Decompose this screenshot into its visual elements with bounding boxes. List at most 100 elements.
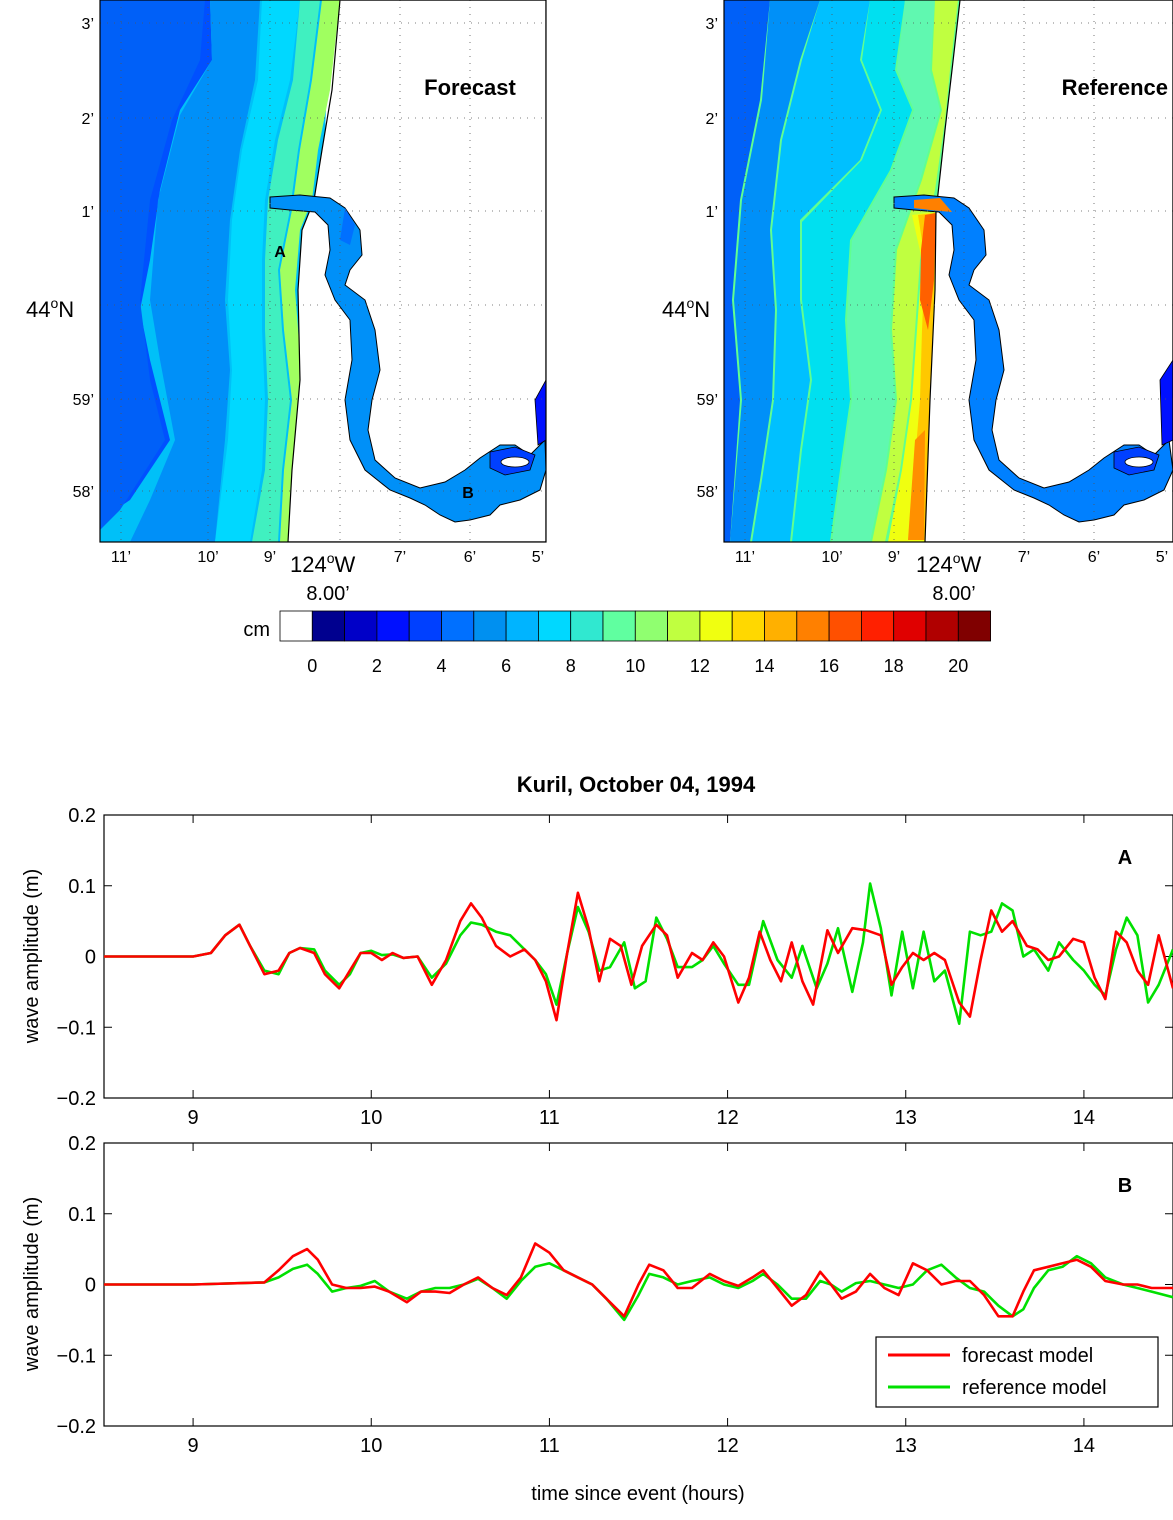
colorbar-cell [279, 610, 313, 642]
map2-ytick: 3’ [706, 16, 718, 33]
chart-title: Kuril, October 04, 1994 [517, 772, 756, 797]
colorbar-cell [602, 610, 636, 642]
colorbar-cell [667, 610, 701, 642]
y-tick-label: 0.2 [68, 805, 96, 827]
colorbar-tick: 6 [501, 656, 511, 676]
plot-b-xlabel: time since event (hours) [531, 1483, 744, 1505]
forecast-model-line [104, 1242, 1173, 1318]
map1-xtick: 5’ [532, 549, 544, 566]
y-tick-label: 0 [85, 1275, 96, 1297]
point-b-label: B [462, 485, 474, 502]
map2-lon-label: 124oW [916, 550, 982, 577]
legend-label-forecast: forecast model [962, 1345, 1093, 1367]
colorbar-cell [538, 610, 572, 642]
colorbar-cell [861, 610, 895, 642]
colorbar-tick: 12 [690, 656, 710, 676]
map2-xtick: 6’ [1088, 549, 1100, 566]
x-tick-label: 12 [716, 1435, 738, 1457]
y-tick-label: −0.2 [57, 1416, 96, 1438]
y-tick-label: −0.1 [57, 1017, 96, 1039]
y-tick-label: −0.2 [57, 1088, 96, 1110]
forecast-map: Forecast A B 3’ 2’ 1’ 59’ 58’ 11’ 10’ 9’… [26, 0, 547, 605]
map1-ytick: 58’ [73, 484, 94, 501]
plot-b-series [104, 1242, 1173, 1322]
legend-box [875, 1336, 1159, 1408]
colorbar: cm 0 2 4 6 8 10 12 14 16 18 20 [243, 610, 991, 676]
colorbar-cell [473, 610, 507, 642]
colorbar-cell [764, 610, 798, 642]
y-tick-label: 0.1 [68, 876, 96, 898]
panel-label-b: B [1118, 1175, 1132, 1197]
colorbar-cell [634, 610, 668, 642]
map2-xtick: 10’ [821, 549, 842, 566]
colorbar-cell [441, 610, 475, 642]
reference-map: Reference 3’ 2’ 1’ 59’ 58’ 11’ 10’ 9’ 7’… [662, 0, 1173, 605]
x-tick-label: 14 [1073, 1435, 1095, 1457]
y-tick-label: 0.1 [68, 1204, 96, 1226]
plot-a-ylabel: wave amplitude (m) [21, 869, 43, 1045]
map2-lon-sub: 8.00’ [932, 583, 975, 605]
map1-ytick: 2’ [82, 111, 94, 128]
colorbar-cell [925, 610, 959, 642]
plot-b-ylabel: wave amplitude (m) [21, 1197, 43, 1373]
colorbar-cell [505, 610, 539, 642]
colorbar-cell [376, 610, 410, 642]
panel-label-a: A [1118, 847, 1132, 869]
colorbar-ticks: 0 2 4 6 8 10 12 14 16 18 20 [307, 656, 968, 676]
colorbar-cell [408, 610, 442, 642]
map2-ytick: 59’ [697, 392, 718, 409]
plot-a-axes: 9 10 11 12 13 14 0.2 0.1 0 −0.1 −0.2 [57, 805, 1173, 1129]
colorbar-cell [344, 610, 378, 642]
colorbar-tick: 18 [884, 656, 904, 676]
colorbar-tick: 0 [307, 656, 317, 676]
map1-ytick: 3’ [82, 16, 94, 33]
map2-ytick: 1’ [706, 204, 718, 221]
x-tick-label: 11 [539, 1107, 560, 1129]
x-tick-label: 13 [895, 1107, 917, 1129]
colorbar-cell [731, 610, 765, 642]
map1-xtick: 7’ [394, 549, 406, 566]
forecast-model-line [104, 891, 1173, 1022]
colorbar-tick: 2 [372, 656, 382, 676]
colorbar-cell [311, 610, 345, 642]
map1-lon-label: 124oW [290, 550, 356, 577]
map2-xtick: 7’ [1018, 549, 1030, 566]
map2-lat-label: 44oN [662, 295, 710, 322]
reference-label: Reference [1062, 75, 1168, 100]
legend-label-reference: reference model [962, 1377, 1107, 1399]
plot-a-series [104, 882, 1173, 1026]
plot-b: 9 10 11 12 13 14 0.2 0.1 0 −0.1 −0.2 B wave amplit… [21, 1133, 1173, 1505]
colorbar-cell [957, 610, 991, 642]
colorbar-tick: 16 [819, 656, 839, 676]
y-tick-label: −0.1 [57, 1345, 96, 1367]
map1-lat-label: 44oN [26, 295, 74, 322]
colorbar-cell [828, 610, 862, 642]
map1-xtick: 11’ [111, 549, 131, 566]
map1-ytick: 1’ [82, 204, 94, 221]
x-tick-label: 9 [188, 1435, 199, 1457]
colorbar-cell [699, 610, 733, 642]
x-tick-label: 12 [716, 1107, 738, 1129]
map2-xtick: 11’ [735, 549, 755, 566]
colorbar-tick: 20 [948, 656, 968, 676]
forecast-label: Forecast [424, 75, 516, 100]
map1-xtick: 10’ [197, 549, 218, 566]
point-a-label: A [274, 244, 286, 261]
colorbar-unit: cm [243, 619, 270, 641]
y-tick-label: 0 [85, 947, 96, 969]
colorbar-cell [796, 610, 830, 642]
x-tick-label: 10 [360, 1107, 382, 1129]
x-tick-label: 9 [188, 1107, 199, 1129]
map2-xtick: 5’ [1156, 549, 1168, 566]
x-tick-label: 14 [1073, 1107, 1095, 1129]
colorbar-cell [570, 610, 604, 642]
map2-ytick: 2’ [706, 111, 718, 128]
map2-xtick: 9’ [888, 549, 900, 566]
colorbar-tick: 14 [754, 656, 774, 676]
plot-a: Kuril, October 04, 1994 9 10 11 12 13 14 0.2 0.… [21, 772, 1173, 1129]
x-tick-label: 11 [539, 1435, 560, 1457]
x-tick-label: 10 [360, 1435, 382, 1457]
colorbar-cell [893, 610, 927, 642]
colorbar-tick: 8 [566, 656, 576, 676]
